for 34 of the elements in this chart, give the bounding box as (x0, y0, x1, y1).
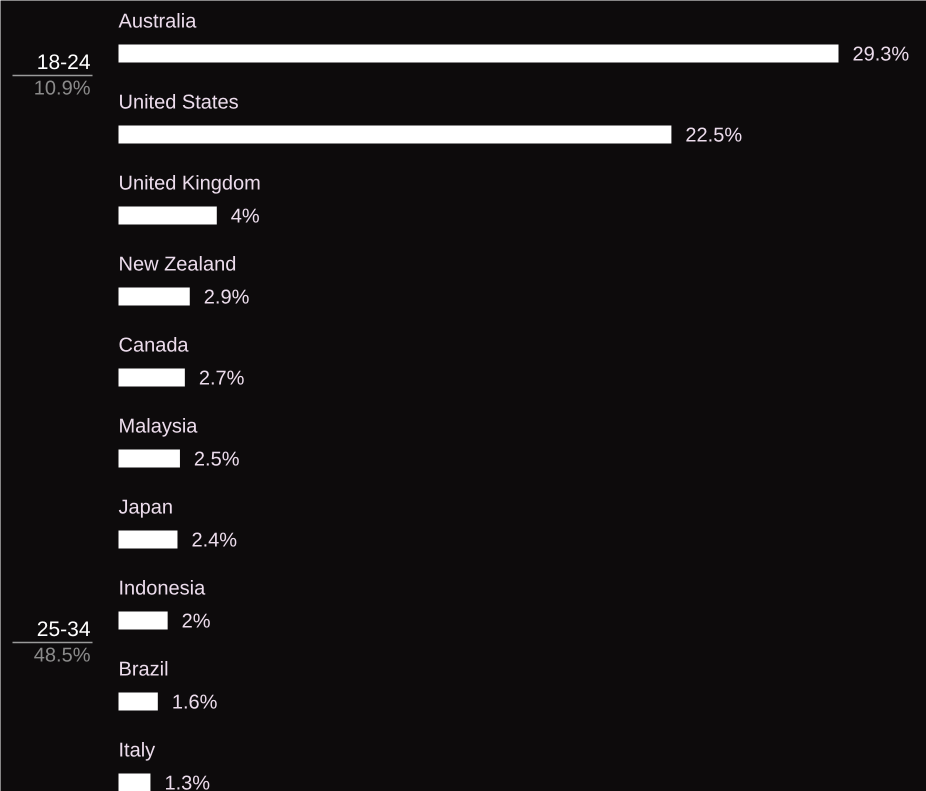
y-tick-label: United States (118, 92, 239, 114)
y-tick-label: Australia (118, 10, 198, 32)
y-tick-label: Indonesia (118, 578, 206, 600)
data-label: 4% (230, 206, 260, 228)
text: 10.9% (34, 78, 91, 100)
text: 25-34 (36, 618, 91, 641)
text: 48.5% (34, 644, 91, 666)
y-tick-label: Italy (118, 740, 156, 762)
bar (118, 450, 180, 468)
data-label: 1.6% (172, 692, 218, 714)
y-tick-label: Malaysia (118, 416, 198, 438)
bar (118, 612, 168, 630)
y-tick-label: United Kingdom (118, 172, 261, 194)
bar (118, 368, 185, 386)
y-tick-label: Canada (118, 334, 190, 356)
data-label: 2.5% (194, 448, 240, 470)
data-label: 2.9% (204, 286, 250, 308)
data-label: 2.7% (198, 368, 245, 390)
bar (118, 774, 150, 791)
y-tick-label: Brazil (118, 658, 169, 680)
bar (118, 692, 158, 710)
data-label: 2.4% (191, 530, 238, 552)
bar (118, 126, 672, 144)
data-label: 22.5% (685, 124, 742, 146)
bar (118, 288, 190, 306)
bar (118, 206, 217, 224)
bar (118, 530, 178, 548)
data-label: 2% (182, 610, 211, 632)
data-label: 29.3% (852, 44, 910, 66)
bar (118, 44, 838, 62)
y-tick-label: Japan (118, 496, 173, 518)
text: 18-24 (36, 51, 91, 74)
y-tick-label: New Zealand (118, 254, 236, 276)
data-label: 1.3% (164, 772, 210, 791)
